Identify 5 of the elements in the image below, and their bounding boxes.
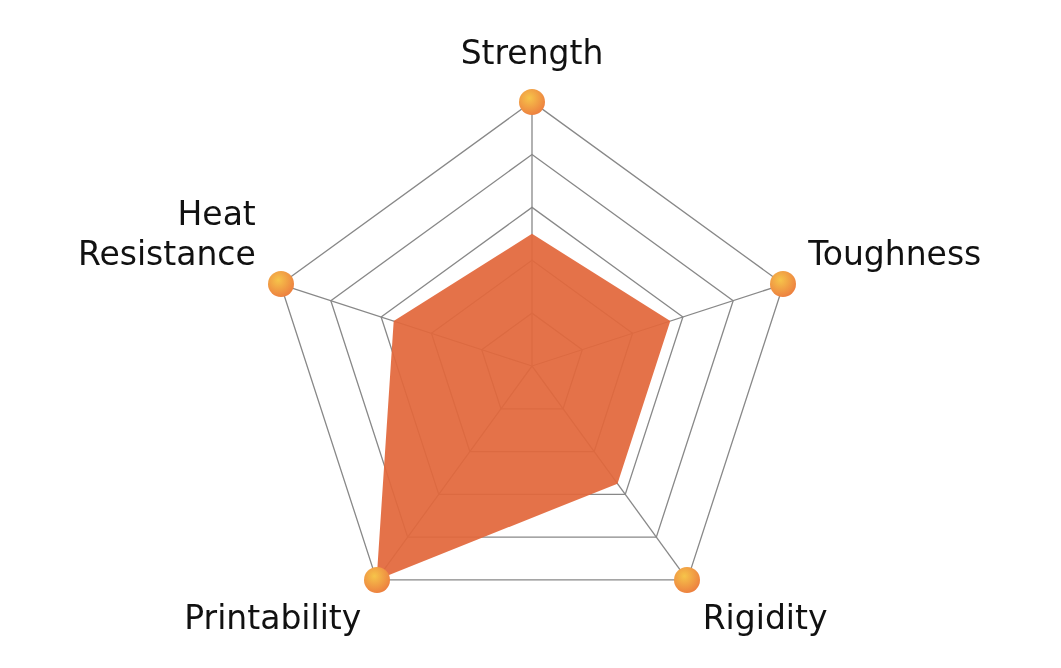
spoke-label: Strength [460, 33, 604, 73]
spoke-label: Heat Resistance [77, 194, 256, 274]
spoke-label: Rigidity [702, 598, 828, 638]
spoke-label: Printability [184, 598, 362, 638]
spoke-label: Toughness [807, 234, 982, 274]
